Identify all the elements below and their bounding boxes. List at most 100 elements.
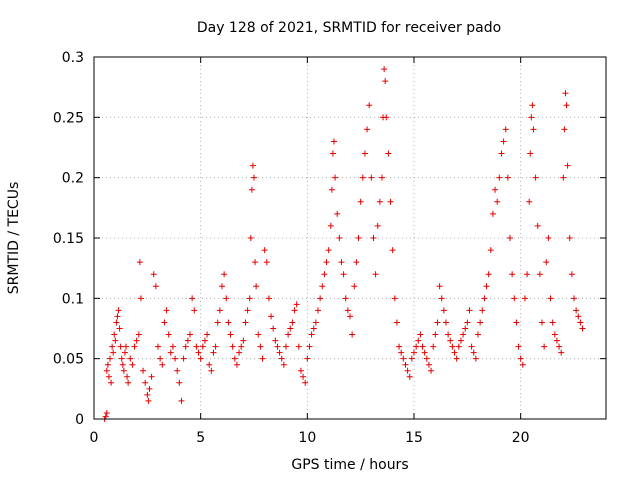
data-point	[562, 90, 569, 97]
data-point	[124, 373, 131, 380]
data-point	[240, 337, 247, 344]
data-point	[261, 247, 268, 254]
data-point	[391, 295, 398, 302]
data-point	[379, 174, 385, 181]
data-point	[460, 331, 467, 338]
data-point	[513, 319, 520, 326]
data-point	[402, 361, 409, 368]
data-point	[425, 361, 432, 368]
data-point	[472, 355, 479, 362]
data-point	[340, 271, 347, 278]
data-point	[325, 247, 332, 254]
data-point	[289, 319, 296, 326]
data-point	[182, 343, 189, 350]
y-tick-label: 0.1	[62, 291, 84, 307]
x-tick-label: 10	[298, 430, 316, 446]
y-axis-label: SRMTID / TECUs	[6, 182, 22, 295]
data-point	[560, 174, 567, 181]
data-point	[468, 343, 475, 350]
data-point	[331, 138, 337, 145]
data-point	[527, 150, 534, 157]
data-point	[528, 114, 535, 121]
data-point	[556, 343, 563, 350]
data-point	[109, 343, 116, 350]
x-tick-label: 20	[512, 430, 530, 446]
data-point	[187, 331, 193, 338]
data-point	[536, 271, 543, 278]
x-tick-label: 0	[90, 430, 99, 446]
data-point	[496, 174, 503, 181]
data-point	[347, 313, 353, 320]
data-point	[336, 235, 343, 241]
data-point	[161, 319, 168, 326]
data-point	[227, 331, 234, 338]
y-tick-label: 0.05	[53, 352, 84, 368]
data-point	[507, 235, 513, 241]
data-point	[577, 319, 584, 326]
y-tick-label: 0.3	[62, 50, 84, 66]
data-point	[191, 307, 198, 314]
data-point	[310, 325, 317, 332]
data-point	[113, 319, 120, 326]
data-point	[214, 319, 221, 326]
data-point	[287, 325, 294, 332]
data-point	[206, 361, 213, 368]
data-point	[131, 343, 138, 350]
data-point	[368, 174, 375, 181]
data-point	[268, 313, 275, 320]
data-point	[259, 355, 266, 362]
data-point	[327, 222, 334, 229]
data-point	[189, 295, 196, 302]
y-tick-label: 0.15	[53, 231, 84, 247]
data-point	[400, 355, 407, 362]
data-point	[107, 355, 113, 362]
data-point	[374, 222, 381, 229]
data-point	[404, 367, 411, 374]
data-point	[332, 174, 339, 181]
data-point	[445, 331, 452, 338]
data-point	[121, 349, 128, 356]
data-point	[276, 349, 283, 356]
data-point	[529, 102, 536, 109]
data-point	[242, 319, 249, 326]
data-point	[249, 162, 256, 169]
data-point	[451, 349, 458, 356]
data-point	[150, 271, 157, 278]
data-point	[317, 295, 324, 302]
data-point	[328, 186, 335, 193]
data-point	[485, 271, 492, 278]
data-point	[295, 343, 302, 350]
data-point	[521, 295, 528, 302]
data-point	[545, 235, 552, 241]
data-point	[489, 210, 496, 217]
data-point	[428, 367, 435, 374]
data-point	[127, 355, 134, 362]
data-point	[252, 259, 259, 266]
data-point	[385, 150, 392, 157]
data-point	[129, 361, 136, 368]
data-point	[155, 343, 161, 350]
data-point	[112, 337, 119, 344]
data-point	[304, 355, 311, 362]
data-point	[136, 259, 143, 266]
data-point	[564, 162, 571, 169]
y-tick-label: 0.25	[53, 110, 84, 126]
data-point	[357, 198, 364, 205]
data-point	[146, 385, 153, 392]
data-point	[145, 397, 152, 404]
data-point	[408, 355, 415, 362]
data-point	[169, 343, 176, 350]
data-point	[411, 349, 417, 356]
data-point	[111, 331, 118, 338]
data-point	[436, 283, 443, 290]
data-point	[225, 319, 232, 326]
data-point	[432, 331, 439, 338]
data-point	[193, 343, 200, 350]
data-point	[498, 150, 505, 157]
data-point	[236, 349, 243, 356]
data-point	[172, 355, 179, 362]
data-point	[398, 349, 405, 356]
data-point	[306, 343, 313, 350]
data-point	[344, 307, 351, 314]
